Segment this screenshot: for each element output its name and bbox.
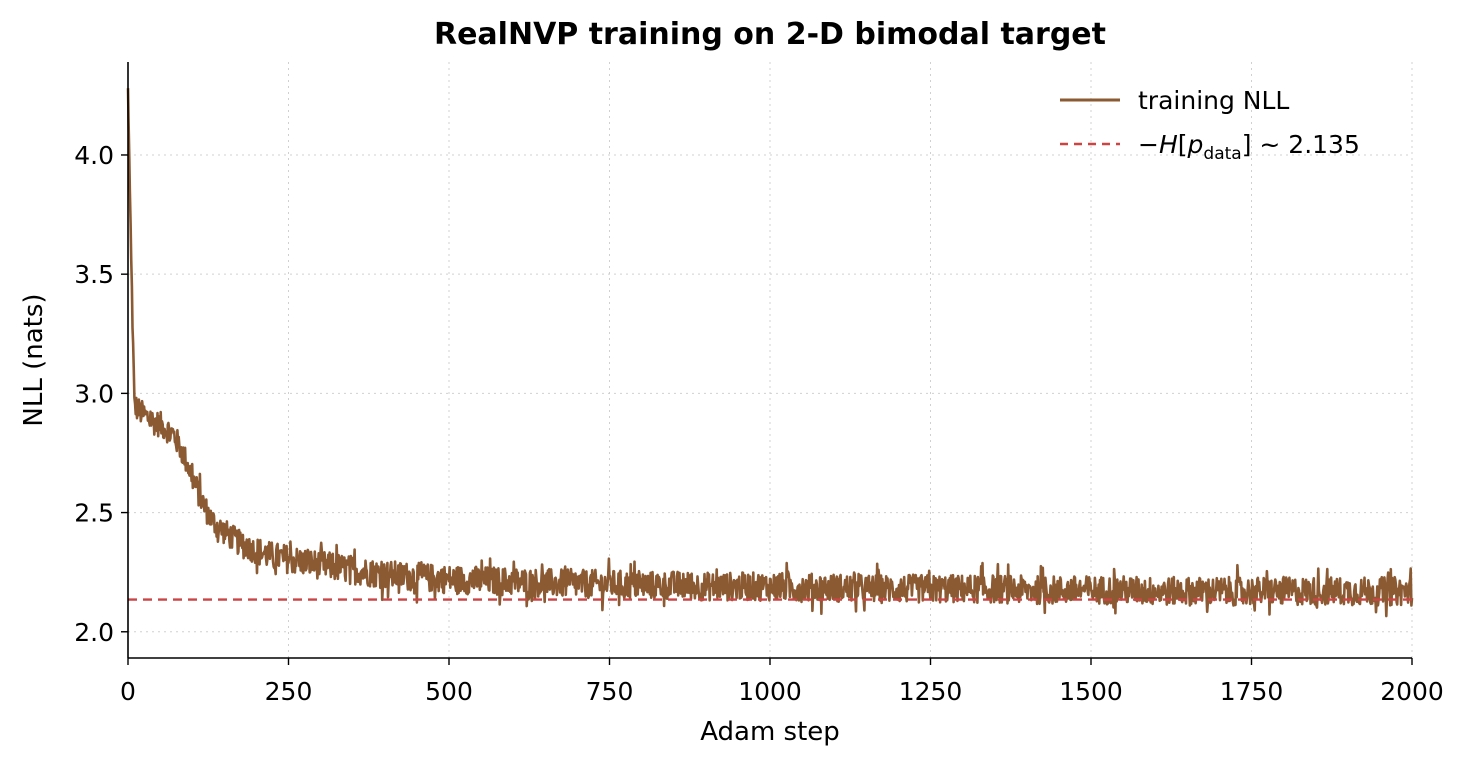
x-axis-label: Adam step bbox=[700, 717, 840, 747]
y-tick-label: 2.5 bbox=[74, 499, 114, 528]
x-ticks: 0 250 500 750 1000 1250 1500 1750 2000 bbox=[120, 658, 1444, 706]
y-tick-label: 2.0 bbox=[74, 618, 114, 647]
grid bbox=[127, 62, 1413, 658]
legend-label-training-nll: training NLL bbox=[1138, 86, 1289, 115]
legend-entropy-prefix: − bbox=[1138, 130, 1159, 159]
x-tick-label: 750 bbox=[586, 677, 634, 706]
legend: training NLL −H[pdata] ~ 2.135 bbox=[1060, 86, 1360, 164]
chart-title: RealNVP training on 2-D bimodal target bbox=[434, 17, 1106, 52]
x-tick-label: 1000 bbox=[738, 677, 802, 706]
legend-label-entropy: −H[pdata] ~ 2.135 bbox=[1138, 130, 1360, 164]
x-tick-label: 250 bbox=[265, 677, 313, 706]
legend-entropy-bracket: [ bbox=[1178, 130, 1188, 159]
x-tick-label: 1250 bbox=[899, 677, 963, 706]
legend-entropy-p: p bbox=[1187, 130, 1204, 159]
series-training-nll bbox=[126, 88, 1414, 618]
y-axis-label: NLL (nats) bbox=[19, 293, 49, 426]
x-tick-label: 1500 bbox=[1059, 677, 1123, 706]
x-tick-label: 2000 bbox=[1380, 677, 1444, 706]
legend-entropy-subscript: data bbox=[1203, 144, 1241, 164]
y-tick-label: 3.5 bbox=[74, 260, 114, 289]
x-tick-label: 500 bbox=[425, 677, 473, 706]
legend-entropy-suffix: ] ~ 2.135 bbox=[1242, 130, 1360, 159]
y-ticks: 2.0 2.5 3.0 3.5 4.0 bbox=[74, 141, 128, 647]
series-layer bbox=[126, 88, 1414, 618]
y-tick-label: 3.0 bbox=[74, 379, 114, 408]
x-tick-label: 0 bbox=[120, 677, 136, 706]
legend-entropy-h: H bbox=[1159, 130, 1178, 159]
x-tick-label: 1750 bbox=[1220, 677, 1284, 706]
y-tick-label: 4.0 bbox=[74, 141, 114, 170]
